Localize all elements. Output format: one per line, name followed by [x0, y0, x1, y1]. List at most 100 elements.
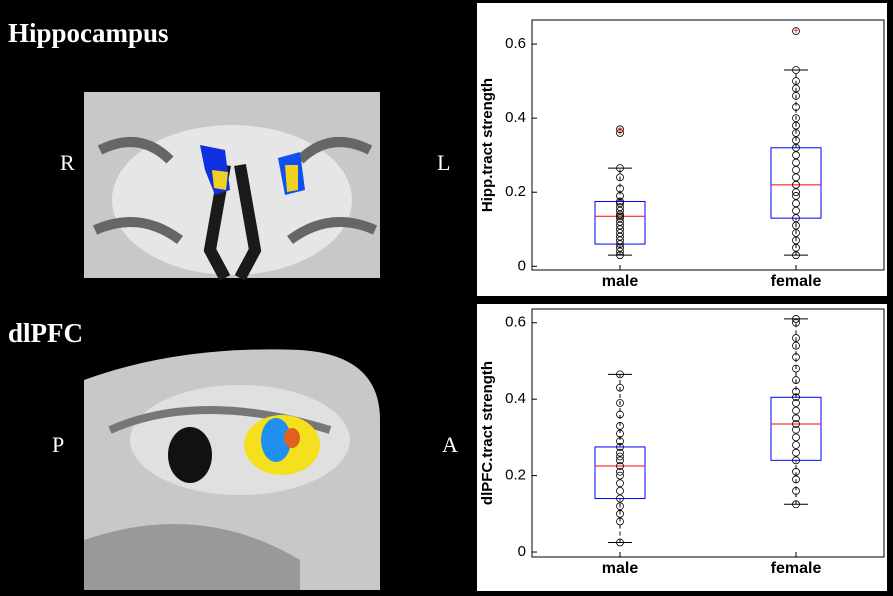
data-point	[792, 236, 800, 245]
data-point	[616, 206, 624, 215]
data-point	[616, 251, 624, 260]
x-tick-label: female	[771, 560, 822, 577]
data-point	[616, 502, 624, 511]
data-point	[616, 437, 624, 446]
data-point	[616, 199, 624, 208]
data-point	[792, 376, 800, 384]
data-point	[616, 243, 624, 252]
data-point	[792, 433, 800, 442]
data-point	[616, 212, 624, 221]
data-point	[792, 188, 800, 197]
data-point	[616, 429, 624, 438]
data-point	[616, 494, 624, 503]
data-point	[792, 441, 800, 449]
y-tick-label: 0.4	[505, 390, 526, 407]
data-point	[792, 251, 800, 260]
data-point	[792, 151, 800, 160]
brain-image-bottom	[84, 349, 380, 590]
data-point	[792, 315, 800, 323]
y-tick-label: 0.4	[505, 109, 526, 126]
region-title: Hippocampus	[8, 18, 169, 48]
data-point	[792, 136, 800, 145]
y-tick-label: 0	[518, 257, 526, 274]
data-point	[792, 103, 800, 111]
data-point	[616, 471, 624, 480]
data-point	[792, 393, 800, 402]
data-point	[616, 217, 624, 226]
data-point	[616, 173, 624, 182]
data-point	[616, 240, 624, 248]
plot-area	[531, 308, 885, 558]
data-point	[792, 229, 800, 237]
data-point	[792, 500, 800, 509]
data-point	[616, 422, 624, 430]
data-point	[792, 77, 800, 86]
data-point	[792, 121, 800, 130]
data-point	[616, 383, 624, 392]
data-point	[616, 236, 624, 245]
data-point	[792, 143, 800, 152]
orientation-label: P	[52, 432, 64, 457]
data-point	[792, 158, 800, 167]
box	[770, 147, 822, 219]
y-tick-label: 0.2	[505, 467, 526, 484]
data-point	[792, 364, 800, 373]
data-point	[792, 334, 800, 342]
y-axis-label: Hipp.tract strength	[479, 78, 496, 212]
data-point	[616, 448, 624, 457]
x-tick-label: male	[602, 273, 639, 290]
data-point	[616, 125, 624, 134]
data-point	[792, 425, 800, 434]
data-point	[792, 318, 800, 327]
y-tick-label: 0.2	[505, 183, 526, 200]
data-point	[616, 479, 624, 488]
box	[770, 396, 822, 461]
y-tick-label: 0.6	[505, 35, 526, 52]
data-point	[616, 192, 624, 200]
data-point	[792, 243, 800, 252]
data-point	[792, 166, 800, 174]
plot-area	[531, 19, 885, 271]
data-point	[616, 129, 624, 137]
data-point	[792, 92, 800, 100]
data-point	[792, 199, 800, 208]
data-point	[616, 214, 624, 223]
orientation-label: R	[60, 150, 75, 175]
data-point	[616, 197, 624, 206]
y-axis-label: dlPFC.tract strength	[479, 361, 496, 505]
data-point	[616, 509, 624, 518]
data-point	[792, 180, 800, 189]
data-point	[792, 192, 800, 200]
outlier: +	[617, 128, 623, 139]
data-point	[616, 452, 624, 461]
box	[594, 446, 646, 500]
data-point	[616, 486, 624, 495]
chart-panel	[477, 3, 887, 296]
data-point	[616, 247, 624, 256]
data-point	[616, 410, 624, 419]
data-point	[792, 456, 800, 465]
data-point	[616, 210, 624, 219]
x-tick-label: female	[771, 273, 822, 290]
y-tick-label: 0.6	[505, 314, 526, 331]
data-point	[616, 203, 624, 211]
data-point	[792, 114, 800, 123]
data-point	[792, 173, 800, 182]
data-point	[616, 399, 624, 407]
data-point	[792, 486, 800, 495]
data-point	[792, 27, 800, 36]
x-tick-label: male	[602, 560, 639, 577]
data-point	[792, 129, 800, 137]
data-point	[616, 225, 624, 234]
outlier: +	[617, 124, 623, 135]
data-point	[616, 232, 624, 241]
data-point	[616, 538, 624, 547]
data-point	[792, 475, 800, 484]
data-point	[792, 84, 800, 93]
data-point	[792, 420, 800, 428]
data-point	[616, 517, 624, 526]
data-point	[616, 443, 624, 451]
data-point	[792, 406, 800, 415]
outlier: +	[793, 26, 799, 37]
